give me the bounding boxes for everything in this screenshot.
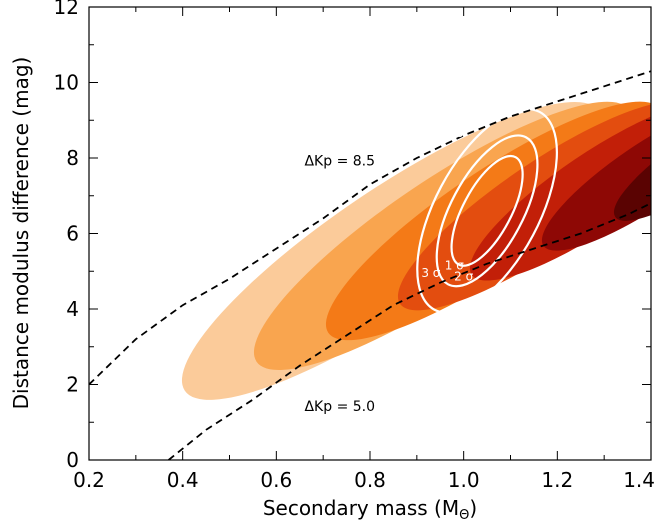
- x-tick-label-0.2: 0.2: [73, 468, 105, 492]
- x-tick-label-0.4: 0.4: [167, 468, 199, 492]
- sigma-contour-2: [435, 134, 539, 288]
- sigma-label-3: 1 σ: [445, 258, 464, 272]
- curve-annotation-2: ΔKp = 5.0: [304, 399, 375, 415]
- dashed-curve-2: [168, 202, 651, 460]
- x-tick-label-0.8: 0.8: [354, 468, 386, 492]
- y-axis-title: Distance modulus difference (mag): [9, 57, 33, 410]
- x-tick-label-1.0: 1.0: [448, 468, 480, 492]
- y-tick-label-4: 4: [66, 297, 79, 321]
- sigma-contour-lines: [416, 107, 558, 314]
- sigma-label-2: 3 σ: [421, 266, 440, 280]
- sigma-label-4: 2 σ: [454, 270, 473, 284]
- y-tick-label-6: 6: [66, 222, 79, 246]
- y-tick-label-10: 10: [54, 71, 79, 95]
- sigma-contour-3: [416, 107, 558, 314]
- x-tick-label-0.6: 0.6: [260, 468, 292, 492]
- x-axis-title: Secondary mass (MΘ): [263, 496, 477, 523]
- x-tick-labels: 0.2 0.4 0.6 0.8 1.0 1.2 1.4: [73, 468, 655, 492]
- y-tick-label-8: 8: [66, 146, 79, 170]
- y-tick-label-0: 0: [66, 448, 79, 472]
- x-tick-label-1.4: 1.4: [623, 468, 655, 492]
- y-tick-label-12: 12: [54, 0, 79, 19]
- y-tick-labels: 0 2 4 6 8 10 12: [54, 0, 79, 472]
- curve-annotation-1: ΔKp = 8.5: [304, 154, 375, 170]
- x-axis-title-close: ): [469, 496, 477, 520]
- curve-annotations: ΔKp = 8.5 ΔKp = 5.0: [304, 154, 375, 415]
- y-tick-label-2: 2: [66, 373, 79, 397]
- sigma-label-1: 3 σ: [445, 126, 464, 140]
- x-axis-title-sub: Θ: [459, 508, 469, 523]
- x-axis-title-main: Secondary mass (M: [263, 496, 459, 520]
- sigma-contour-1: [450, 154, 524, 267]
- sigma-labels: 3 σ 3 σ 1 σ2 σ: [421, 126, 473, 283]
- density-contours: [181, 100, 651, 400]
- delta-kp-curves: [89, 70, 651, 460]
- x-tick-label-1.2: 1.2: [541, 468, 573, 492]
- dashed-curve-1: [89, 70, 651, 386]
- axis-ticks: [88, 6, 652, 461]
